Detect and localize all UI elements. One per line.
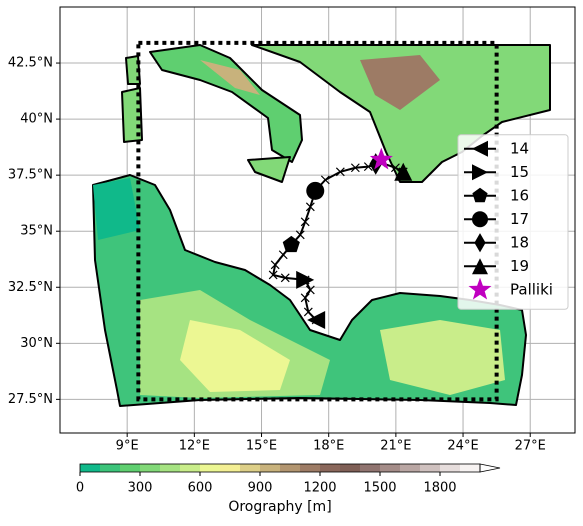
axes: 9°E 12°E 15°E 18°E 21°E 24°E 27°E 27.5°N 30°N 32.…	[8, 56, 546, 454]
x-tick-label: 15°E	[246, 439, 277, 454]
track-point	[300, 217, 310, 227]
colorbar-bin	[120, 464, 141, 472]
legend-marker	[468, 277, 492, 300]
map-layer	[92, 44, 551, 407]
marker	[369, 153, 383, 175]
track-point	[350, 163, 360, 173]
colorbar-frame	[79, 463, 481, 473]
relief	[200, 60, 260, 95]
legend-label: 14	[510, 139, 529, 157]
relief	[180, 320, 290, 392]
balkans-land	[251, 44, 551, 183]
legend-marker	[472, 140, 488, 157]
marker	[282, 235, 300, 253]
colorbar-bin	[280, 464, 301, 472]
colorbar-tick-label: 600	[188, 481, 213, 496]
legend-marker	[472, 164, 488, 181]
colorbar-bin	[240, 464, 261, 472]
plot-frame	[59, 6, 576, 434]
colorbar-bin	[420, 464, 441, 472]
colorbar-bin	[80, 464, 101, 472]
x-tick-label: 21°E	[380, 439, 411, 454]
colorbar-bin	[160, 464, 181, 472]
colorbar-bin	[300, 464, 321, 472]
colorbar-bin	[360, 464, 381, 472]
track-point	[320, 175, 330, 185]
legend-label: 16	[510, 186, 529, 204]
track-point	[280, 273, 290, 283]
relief	[380, 320, 505, 395]
y-tick-label: 30°N	[20, 336, 53, 351]
relief	[360, 55, 440, 110]
legend-marker	[472, 187, 488, 203]
y-tick-label: 32.5°N	[8, 280, 53, 295]
colorbar-bin	[220, 464, 241, 472]
track-point	[305, 285, 315, 295]
x-tick-label: 9°E	[116, 439, 139, 454]
y-tick-label: 35°N	[20, 224, 53, 239]
legend-marker	[474, 233, 486, 253]
colorbar-bin	[340, 464, 361, 472]
colorbar-tick-label: 300	[128, 481, 153, 496]
marker	[307, 310, 326, 329]
x-tick-label: 27°E	[515, 439, 546, 454]
colorbar-bin	[260, 464, 281, 472]
x-tick-label: 12°E	[179, 439, 210, 454]
legend-label: 15	[510, 163, 529, 181]
colorbar-bin	[460, 464, 481, 472]
colorbar-bin	[180, 464, 201, 472]
marker	[369, 147, 393, 170]
colorbar-tick-label: 1500	[363, 481, 396, 496]
colorbar-bin	[140, 464, 161, 472]
legend-marker	[472, 258, 488, 275]
y-tick-label: 27.5°N	[8, 392, 53, 407]
y-tick-label: 40°N	[20, 112, 53, 127]
italy-land	[149, 44, 303, 163]
colorbar-label: Orography [m]	[228, 499, 331, 515]
colorbar-bin	[320, 464, 341, 472]
track-point	[268, 270, 278, 280]
marker	[296, 270, 315, 289]
track-point	[295, 230, 305, 240]
track-point	[305, 202, 315, 212]
legend-marker	[472, 211, 488, 228]
colorbar-bin	[100, 464, 121, 472]
colorbar-tick-label: 1200	[303, 481, 336, 496]
track-point	[270, 260, 280, 270]
colorbar-bin	[440, 464, 461, 472]
colorbar-extend	[479, 463, 501, 473]
track-point	[303, 307, 313, 317]
track-point	[300, 293, 310, 303]
track-point	[390, 163, 400, 173]
sicily-land	[247, 156, 291, 183]
legend: 14 15 16 17 18 19 Palliki	[457, 134, 569, 310]
legend-label: 17	[510, 210, 529, 228]
colorbar-bin	[380, 464, 401, 472]
y-tick-label: 37.5°N	[8, 168, 53, 183]
y-tick-label: 42.5°N	[8, 56, 53, 71]
colorbar-tick-label: 900	[248, 481, 273, 496]
colorbar-tick-label: 0	[76, 481, 84, 496]
colorbar-bin	[400, 464, 421, 472]
marker	[394, 162, 413, 181]
marker	[306, 181, 325, 200]
x-tick-label: 18°E	[313, 439, 344, 454]
colorbar-bin	[200, 464, 221, 472]
legend-label: 18	[510, 233, 529, 251]
x-tick-label: 24°E	[447, 439, 478, 454]
legend-label: 19	[510, 257, 529, 275]
legend-label: Palliki	[510, 280, 553, 298]
relief	[93, 178, 140, 240]
colorbar-tick-label: 1800	[423, 481, 456, 496]
track-point	[335, 167, 345, 177]
track-point	[278, 250, 288, 260]
colorbar: 0 300 600 900 1200 1500 1800 Orography [m]	[76, 463, 501, 515]
